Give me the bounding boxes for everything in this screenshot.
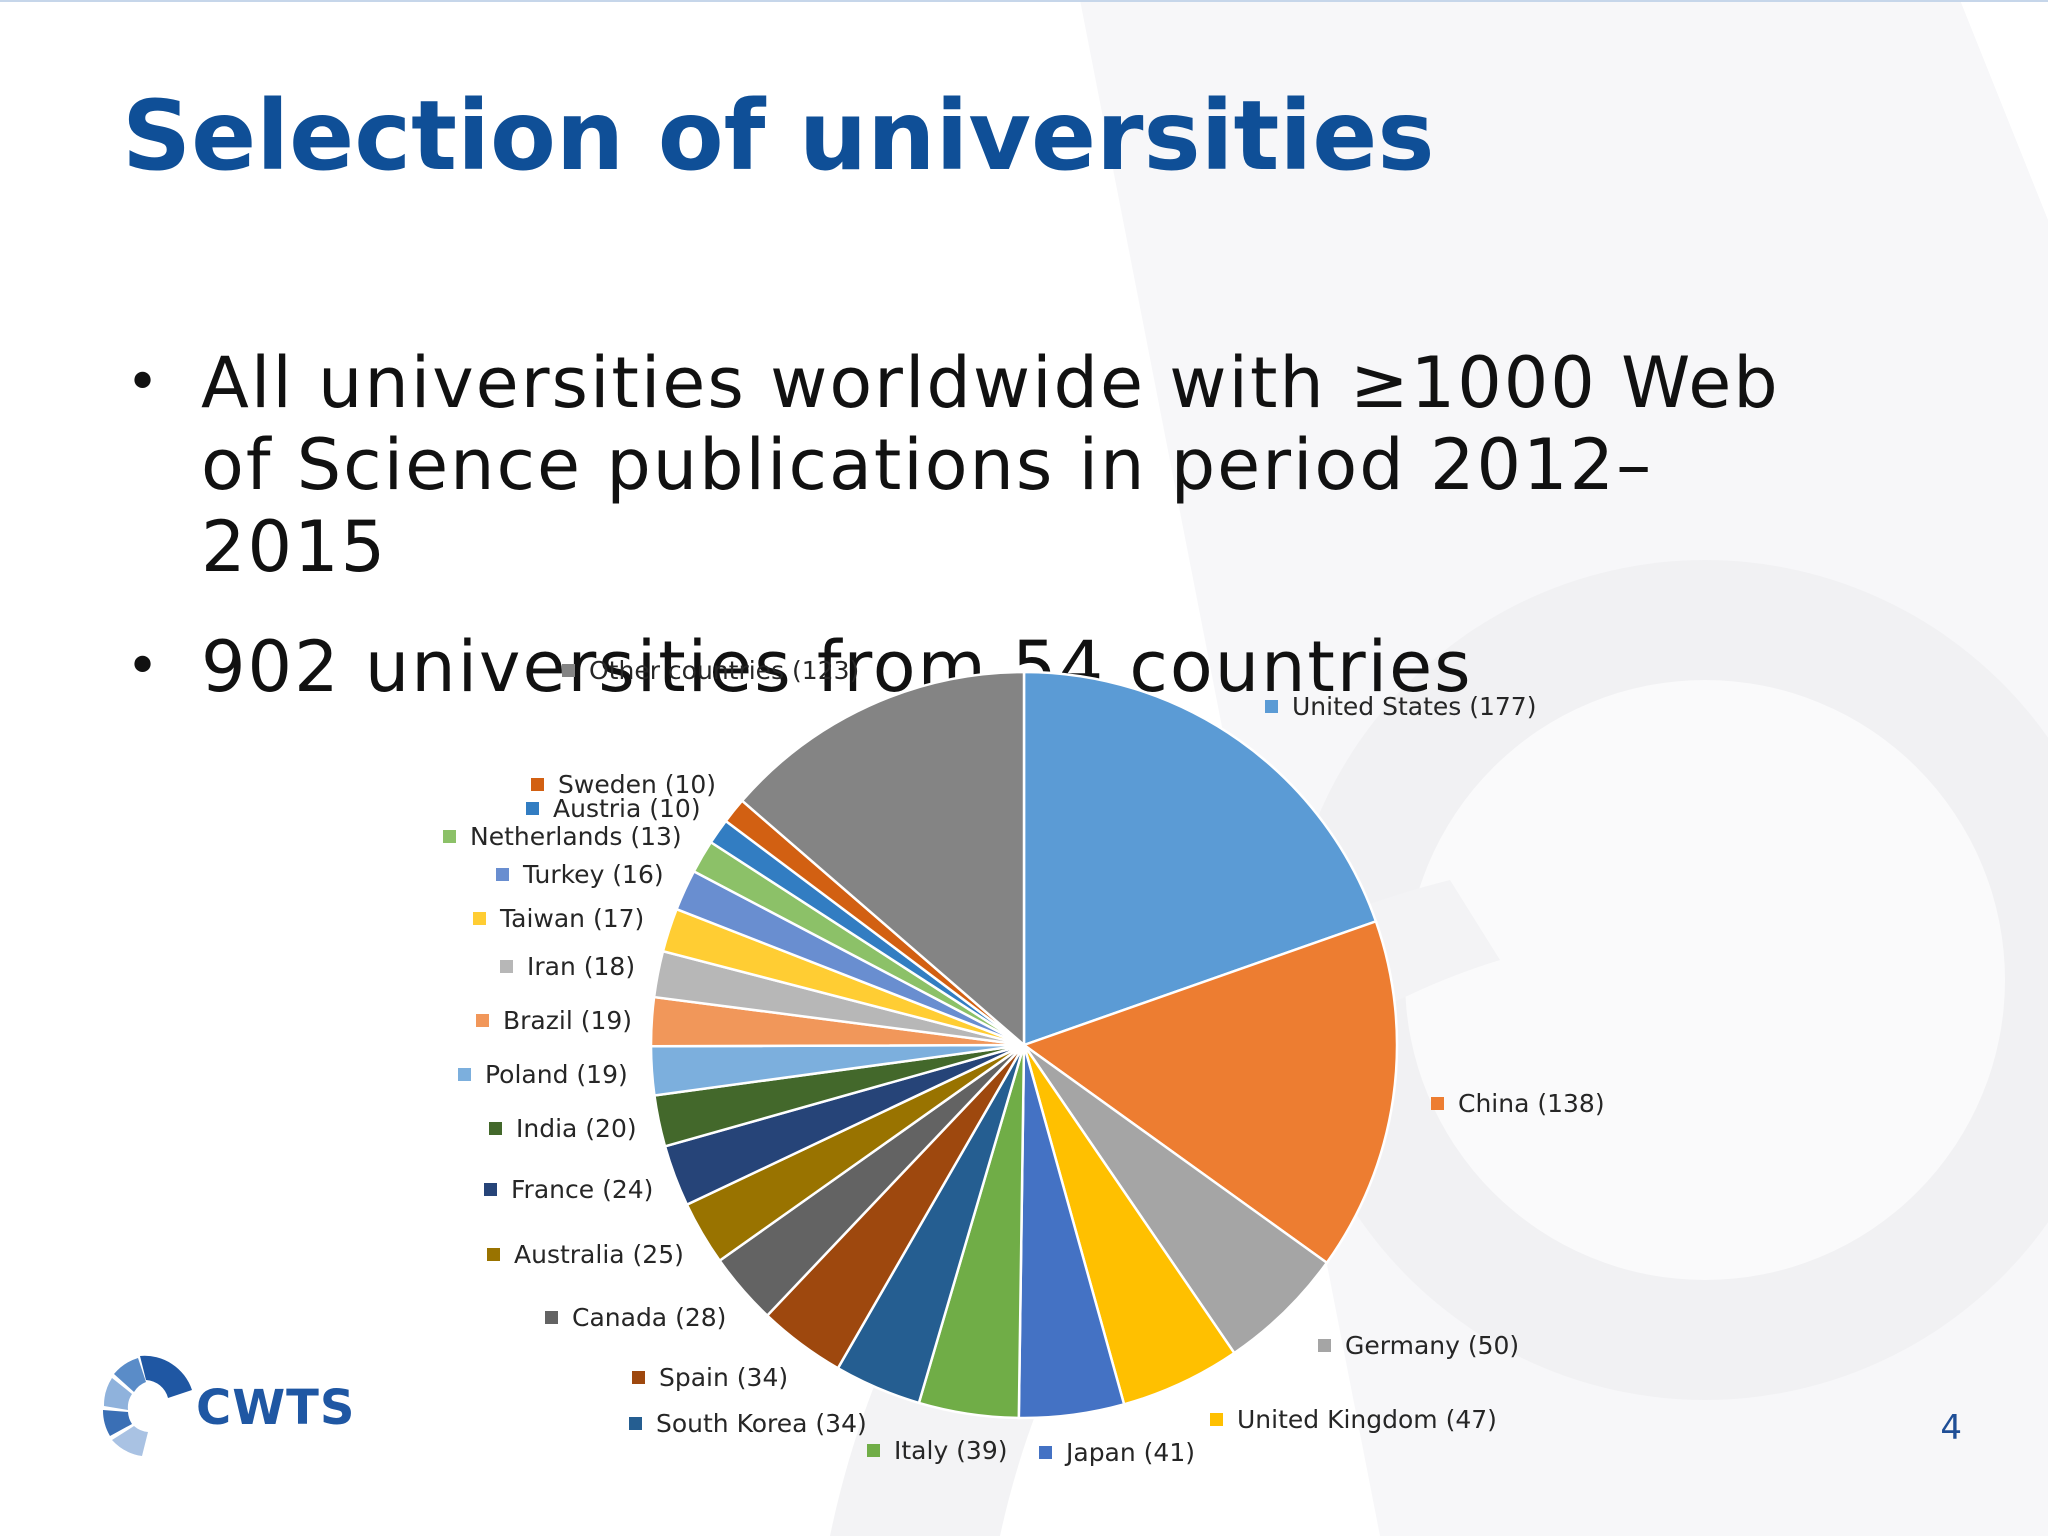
- legend-swatch: [1039, 1446, 1052, 1459]
- legend-label-united-states: United States (177): [1292, 692, 1537, 721]
- legend-label-india: India (20): [516, 1114, 637, 1143]
- legend-swatch: [1431, 1097, 1444, 1110]
- legend-swatch: [484, 1183, 497, 1196]
- legend-label-taiwan: Taiwan (17): [500, 904, 645, 933]
- legend-label-germany: Germany (50): [1345, 1331, 1520, 1360]
- legend-label-turkey: Turkey (16): [523, 860, 664, 889]
- legend-swatch: [531, 778, 544, 791]
- pie-slice-other-countries: [740, 670, 1026, 1048]
- legend-swatch: [1265, 700, 1278, 713]
- legend-swatch: [489, 1122, 502, 1135]
- legend-swatch: [443, 830, 456, 843]
- legend-label-iran: Iran (18): [527, 952, 636, 981]
- logo-text: CWTS: [196, 1380, 356, 1436]
- bullet-text: 902 universities from 54 countries: [201, 626, 1473, 708]
- legend-label-sweden: Sweden (10): [558, 770, 717, 799]
- legend-label-austria: Austria (10): [553, 794, 701, 823]
- bullet-item: • 902 universities from 54 countries: [120, 626, 1800, 708]
- legend-label-netherlands: Netherlands (13): [470, 822, 682, 851]
- legend-swatch: [867, 1444, 880, 1457]
- slide-title: Selection of universities: [122, 80, 1435, 192]
- bullet-marker: •: [126, 350, 162, 415]
- legend-swatch: [562, 664, 575, 677]
- legend-swatch: [545, 1311, 558, 1324]
- legend-swatch: [1318, 1339, 1331, 1352]
- legend-label-china: China (138): [1458, 1089, 1605, 1118]
- legend-label-united-kingdom: United Kingdom (47): [1237, 1405, 1497, 1434]
- cwts-logo-icon: [102, 1355, 192, 1456]
- pie-slice-china: [1021, 919, 1399, 1265]
- bullet-marker: •: [126, 634, 162, 699]
- legend-swatch: [1210, 1413, 1223, 1426]
- legend-swatch: [500, 960, 513, 973]
- pie-slice-germany: [1022, 1043, 1329, 1355]
- legend-swatch: [487, 1248, 500, 1261]
- legend-label-australia: Australia (25): [514, 1240, 684, 1269]
- legend-label-brazil: Brazil (19): [503, 1006, 633, 1035]
- legend-label-poland: Poland (19): [485, 1060, 628, 1089]
- bullet-item: • All universities worldwide with ≥1000 …: [120, 342, 1800, 588]
- legend-label-canada: Canada (28): [572, 1303, 727, 1332]
- bullet-list: • All universities worldwide with ≥1000 …: [120, 342, 1800, 746]
- legend-label-other-countries: Other countries (123): [589, 656, 860, 685]
- cwts-logo: CWTS: [100, 1350, 360, 1460]
- legend-swatch: [629, 1417, 642, 1430]
- background-ring: [1405, 680, 2005, 1280]
- legend-label-south-korea: South Korea (34): [656, 1409, 867, 1438]
- legend-swatch: [476, 1014, 489, 1027]
- legend-swatch: [496, 868, 509, 881]
- legend-swatch: [632, 1371, 645, 1384]
- legend-swatch: [473, 912, 486, 925]
- page-number: 4: [1940, 1408, 1962, 1448]
- legend-label-spain: Spain (34): [659, 1363, 789, 1392]
- bullet-text: All universities worldwide with ≥1000 We…: [201, 342, 1780, 588]
- legend-swatch: [458, 1068, 471, 1081]
- legend-swatch: [526, 802, 539, 815]
- legend-label-italy: Italy (39): [894, 1436, 1008, 1465]
- legend-label-japan: Japan (41): [1066, 1438, 1195, 1467]
- legend-label-france: France (24): [511, 1175, 654, 1204]
